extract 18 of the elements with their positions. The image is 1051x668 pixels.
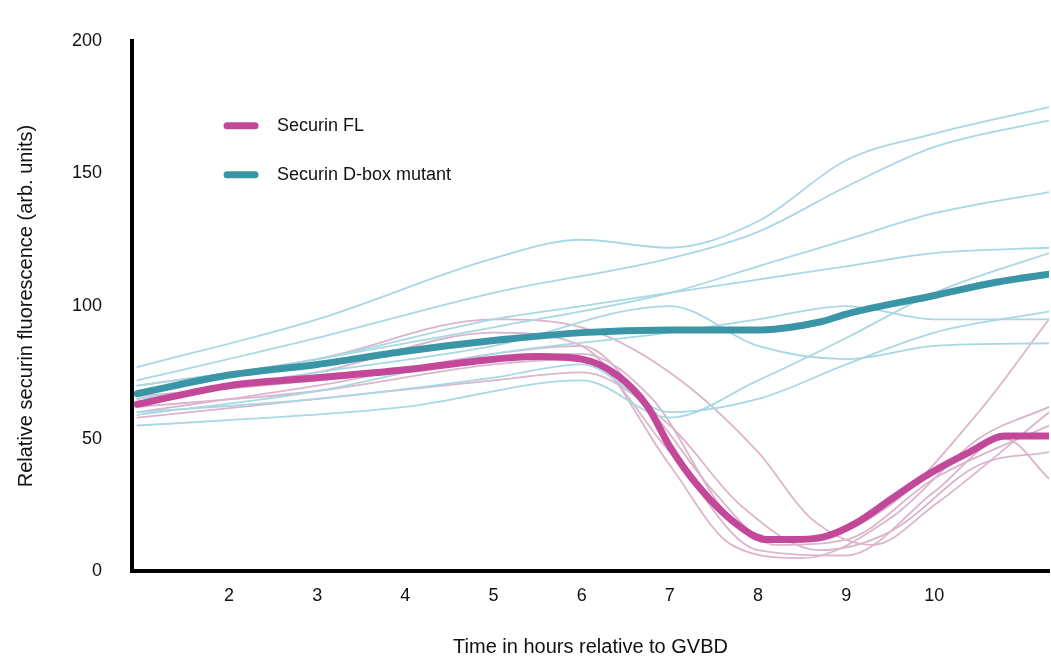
y-tick-label: 200 (71, 29, 103, 50)
legend-label: Securin FL (277, 114, 365, 135)
x-tick-label: 4 (400, 585, 411, 606)
x-axis-title: Time in hours relative to GVBD (453, 634, 728, 657)
x-tick-label: 5 (488, 585, 499, 606)
y-axis-title: Relative securin fluorescence (arb. units) (13, 124, 36, 488)
x-tick-label: 6 (576, 585, 587, 606)
y-tick-label: 50 (82, 427, 103, 448)
y-tick-label: 100 (71, 295, 103, 316)
y-tick-label: 150 (71, 162, 103, 183)
legend-label: Securin D-box mutant (277, 163, 452, 184)
x-tick-label: 2 (224, 585, 235, 606)
y-tick-label: 0 (92, 560, 103, 581)
x-tick-label: 3 (312, 585, 323, 606)
x-tick-label: 9 (841, 585, 852, 606)
x-tick-label: 10 (924, 585, 945, 606)
x-tick-label: 7 (664, 585, 675, 606)
x-tick-label: 8 (753, 585, 764, 606)
